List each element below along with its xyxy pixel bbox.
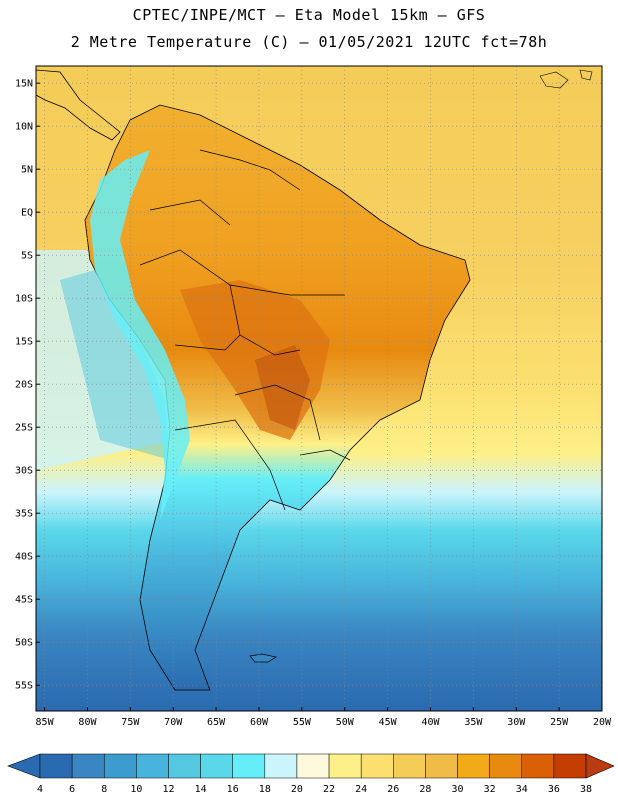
colorbar-arrow-left — [7, 753, 41, 779]
colorbar-label: 32 — [484, 784, 496, 795]
colorbar-swatch — [264, 753, 298, 779]
colorbar-label: 26 — [387, 784, 399, 795]
lat-tick-label: 35S — [15, 509, 33, 520]
colorbar-label: 4 — [37, 784, 43, 795]
lat-tick-label: 5N — [21, 165, 33, 176]
lon-tick-label: 65W — [207, 717, 226, 728]
colorbar-label: 18 — [259, 784, 271, 795]
colorbar-label: 38 — [580, 784, 592, 795]
lon-tick-label: 50W — [336, 717, 355, 728]
colorbar-label: 22 — [323, 784, 335, 795]
caribbean-islands — [539, 69, 593, 89]
lat-tick-label: 15N — [15, 79, 33, 90]
colorbar-swatch — [39, 753, 73, 779]
colorbar-swatch — [521, 753, 555, 779]
latitude-axis: 15N 10N 5N EQ 5S 10S 15S 20S 25S 30S 35S 40S 45S 50S 5… — [15, 79, 40, 692]
colorbar-label: 14 — [195, 784, 207, 795]
lon-tick-label: 80W — [78, 717, 97, 728]
colorbar-swatch — [168, 753, 201, 779]
lon-tick-label: 85W — [36, 717, 55, 728]
pacific-cold-band — [60, 270, 170, 460]
lat-tick-label: 5S — [21, 251, 33, 262]
lat-tick-label: 20S — [15, 380, 33, 391]
colorbar-swatch — [103, 753, 137, 779]
colorbar-swatch — [200, 753, 233, 779]
lat-tick-label: 15S — [15, 337, 33, 348]
lat-tick-label: 10S — [15, 294, 33, 305]
falkland-islands — [249, 653, 277, 663]
colorbar-arrow-right — [585, 753, 615, 779]
colorbar-swatch — [328, 753, 362, 779]
colorbar-swatch — [425, 753, 458, 779]
colorbar-swatch — [553, 753, 587, 779]
colorbar-label: 10 — [130, 784, 142, 795]
colorbar-swatch — [296, 753, 330, 779]
lon-tick-label: 45W — [379, 717, 398, 728]
colorbar-label: 6 — [69, 784, 75, 795]
colorbar-label: 8 — [101, 784, 107, 795]
lat-tick-label: 25S — [15, 423, 33, 434]
colorbar-label: 20 — [291, 784, 303, 795]
colorbar-swatch — [489, 753, 523, 779]
colorbar: 4 6 8 10 12 14 16 18 20 22 24 26 28 30 32 34 36 38 — [7, 753, 615, 795]
hottest-core — [255, 345, 310, 430]
lon-tick-label: 35W — [464, 717, 483, 728]
lon-tick-label: 25W — [550, 717, 569, 728]
colorbar-label: 30 — [452, 784, 464, 795]
central-america-land — [36, 69, 121, 141]
colorbar-label: 28 — [419, 784, 431, 795]
lat-tick-label: 30S — [15, 466, 33, 477]
colorbar-label: 24 — [355, 784, 367, 795]
lon-tick-label: 40W — [421, 717, 440, 728]
country-borders — [139, 149, 351, 511]
lat-tick-label: EQ — [21, 208, 33, 219]
lon-tick-label: 75W — [121, 717, 140, 728]
lon-tick-label: 60W — [250, 717, 269, 728]
lat-tick-label: 50S — [15, 638, 33, 649]
colorbar-label: 36 — [548, 784, 560, 795]
lon-tick-label: 55W — [293, 717, 312, 728]
lat-tick-label: 55S — [15, 681, 33, 692]
colorbar-swatch — [360, 753, 394, 779]
colorbar-label: 12 — [162, 784, 174, 795]
colorbar-swatch — [136, 753, 169, 779]
lat-tick-label: 40S — [15, 552, 33, 563]
colorbar-swatch — [232, 753, 266, 779]
title-line-1: CPTEC/INPE/MCT – Eta Model 15km – GFS — [132, 6, 486, 24]
longitude-axis: 85W 80W 75W 70W 65W 60W 55W 50W 45W 40W 35W 30W 25W 2… — [36, 707, 612, 728]
lon-tick-label: 20W — [593, 717, 612, 728]
colorbar-swatch — [71, 753, 105, 779]
title-line-2: 2 Metre Temperature (C) – 01/05/2021 12U… — [70, 33, 548, 51]
colorbar-swatch — [393, 753, 426, 779]
colorbar-label: 16 — [227, 784, 239, 795]
colorbar-label: 34 — [516, 784, 528, 795]
lat-tick-label: 45S — [15, 595, 33, 606]
colorbar-swatch — [457, 753, 490, 779]
lon-tick-label: 70W — [164, 717, 183, 728]
lat-tick-label: 10N — [15, 122, 33, 133]
lon-tick-label: 30W — [507, 717, 526, 728]
map-frame — [35, 65, 603, 712]
